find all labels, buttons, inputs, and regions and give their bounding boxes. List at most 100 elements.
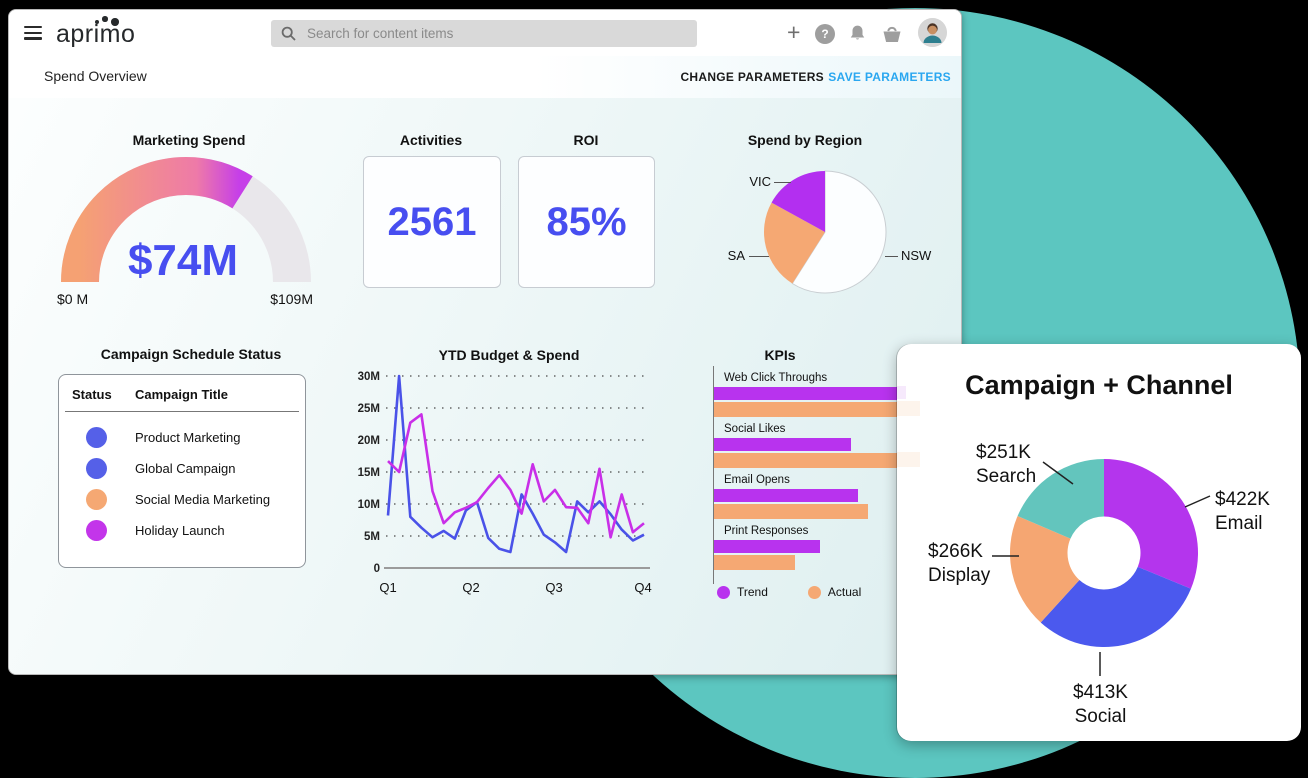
table-row: Holiday Launch bbox=[59, 516, 305, 547]
kpi-bar-trend bbox=[714, 438, 852, 451]
y-tick-label: 25M bbox=[358, 403, 380, 415]
dashboard-window: aprimo + ? bbox=[8, 9, 962, 675]
page-title: Spend Overview bbox=[44, 68, 147, 84]
donut-callout-email: $422K Email bbox=[1215, 488, 1270, 536]
kpi-bar-chart: Web Click Throughs Social Likes Email Open… bbox=[713, 366, 945, 584]
logo-dot bbox=[102, 16, 108, 22]
kpi-bar-actual bbox=[714, 453, 922, 468]
gauge-value: $74M bbox=[127, 236, 239, 285]
kpi-bar-actual bbox=[714, 555, 796, 570]
kpi-category-label: Print Responses bbox=[724, 525, 809, 537]
donut-slice-Email bbox=[1104, 459, 1198, 589]
kpi-legend: Trend Actual bbox=[717, 585, 861, 599]
roi-value: 85% bbox=[546, 199, 627, 244]
donut-chart-title: Campaign + Channel bbox=[965, 370, 1233, 400]
y-tick-label: 10M bbox=[358, 499, 380, 511]
column-header-campaign-title: Campaign Title bbox=[135, 387, 228, 402]
kpi-row: Email Opens bbox=[714, 473, 945, 519]
donut-slice-Display bbox=[1010, 516, 1080, 623]
pie-slice-NSW bbox=[791, 170, 887, 294]
gauge-max-label: $109M bbox=[270, 291, 313, 307]
pie-leader-line bbox=[774, 182, 791, 183]
y-tick-label: 15M bbox=[358, 467, 380, 479]
table-row: Product Marketing bbox=[59, 423, 305, 454]
search-input[interactable] bbox=[305, 25, 687, 42]
table-header-divider bbox=[65, 411, 299, 412]
marketing-spend-gauge bbox=[61, 157, 311, 283]
y-tick-label: 5M bbox=[364, 531, 380, 543]
save-parameters-button[interactable]: SAVE PARAMETERS bbox=[828, 70, 951, 84]
spend-by-region-pie bbox=[764, 170, 887, 294]
campaign-title-cell: Social Media Marketing bbox=[135, 492, 271, 507]
donut-value-email: $422K bbox=[1215, 489, 1270, 510]
donut-value-display: $266K bbox=[928, 541, 983, 562]
pie-label-vic: VIC bbox=[749, 174, 771, 189]
donut-value-social: $413K bbox=[1073, 682, 1128, 703]
donut-label-search: Search bbox=[976, 465, 1037, 487]
donut-slice-Social bbox=[1040, 566, 1191, 647]
actual-legend-dot bbox=[807, 585, 821, 599]
x-tick-label: Q4 bbox=[634, 580, 651, 595]
trend-legend-dot bbox=[717, 585, 730, 599]
campaign-channel-card: Campaign + Channel $251K Search $422K Em… bbox=[897, 344, 1301, 741]
kpi-bar-trend bbox=[714, 540, 821, 553]
actual-legend-label: Actual bbox=[827, 585, 862, 599]
pie-slice-VIC bbox=[771, 171, 825, 232]
donut-callout-social: $413K Social bbox=[1073, 681, 1128, 729]
line-series-magenta bbox=[387, 413, 645, 539]
donut-label-display: Display bbox=[928, 564, 991, 586]
kpi-bar-actual bbox=[714, 504, 868, 519]
kpi-row: Social Likes bbox=[714, 422, 945, 468]
kpi-bar-overflow-trend bbox=[897, 386, 906, 399]
kpi-chart-title: KPIs bbox=[764, 347, 796, 363]
gauge-title: Marketing Spend bbox=[132, 132, 246, 148]
donut-value-search: $251K bbox=[976, 442, 1031, 463]
menu-icon[interactable] bbox=[24, 26, 42, 40]
kpi-row: Web Click Throughs bbox=[714, 371, 945, 417]
y-tick-label: 0 bbox=[374, 563, 380, 575]
ytd-budget-spend-chart: 30M 25M 20M 15M 10M 5M 0 Q1 Q2 Q3 Q4 bbox=[358, 371, 652, 595]
kpi-bar-trend bbox=[714, 387, 908, 400]
pie-label-sa: SA bbox=[727, 248, 745, 263]
search-bar[interactable] bbox=[271, 20, 697, 47]
kpi-category-label: Social Likes bbox=[724, 423, 786, 435]
add-icon[interactable]: + bbox=[787, 19, 801, 45]
kpi-bar-trend bbox=[714, 489, 858, 502]
gauge-min-label: $0 M bbox=[57, 291, 89, 307]
table-row: Global Campaign bbox=[59, 454, 305, 485]
help-icon[interactable]: ? bbox=[815, 24, 835, 44]
logo-dot bbox=[111, 18, 119, 26]
y-tick-label: 30M bbox=[358, 371, 380, 383]
status-dot bbox=[86, 520, 107, 541]
activities-value: 2561 bbox=[387, 199, 477, 244]
roi-card: 85% bbox=[518, 156, 655, 288]
column-header-status: Status bbox=[72, 387, 112, 402]
y-tick-label: 20M bbox=[358, 435, 380, 447]
campaign-title-cell: Holiday Launch bbox=[135, 523, 225, 538]
campaign-title-cell: Product Marketing bbox=[135, 430, 241, 445]
region-pie-title: Spend by Region bbox=[747, 132, 863, 148]
notifications-icon[interactable] bbox=[847, 23, 868, 49]
roi-title: ROI bbox=[573, 132, 599, 148]
kpi-category-label: Web Click Throughs bbox=[724, 372, 828, 384]
kpi-category-label: Email Opens bbox=[724, 474, 790, 486]
change-parameters-button[interactable]: CHANGE PARAMETERS bbox=[680, 70, 824, 84]
top-navigation-bar: aprimo + ? bbox=[9, 10, 961, 57]
user-avatar[interactable] bbox=[918, 18, 947, 47]
donut-label-social: Social bbox=[1074, 705, 1127, 727]
basket-icon[interactable] bbox=[880, 23, 904, 49]
campaign-channel-donut bbox=[1010, 459, 1198, 647]
activities-card: 2561 bbox=[363, 156, 501, 288]
donut-slice-Search bbox=[1017, 459, 1104, 539]
search-icon bbox=[281, 26, 296, 41]
dashboard-content: Marketing Spend $74M $0 M $109M Activiti… bbox=[9, 98, 961, 674]
pie-label-nsw: NSW bbox=[901, 248, 932, 263]
x-tick-label: Q1 bbox=[379, 580, 396, 595]
kpi-bar-overflow-actual bbox=[897, 401, 920, 416]
donut-callout-search: $251K Search bbox=[976, 441, 1036, 489]
ytd-chart-title: YTD Budget & Spend bbox=[438, 347, 580, 363]
line-series-blue bbox=[386, 374, 645, 554]
parameters-bar: Spend Overview CHANGE PARAMETERS SAVE PA… bbox=[9, 56, 961, 99]
kpi-row: Print Responses bbox=[714, 524, 945, 570]
aprimo-logo: aprimo bbox=[56, 16, 146, 52]
